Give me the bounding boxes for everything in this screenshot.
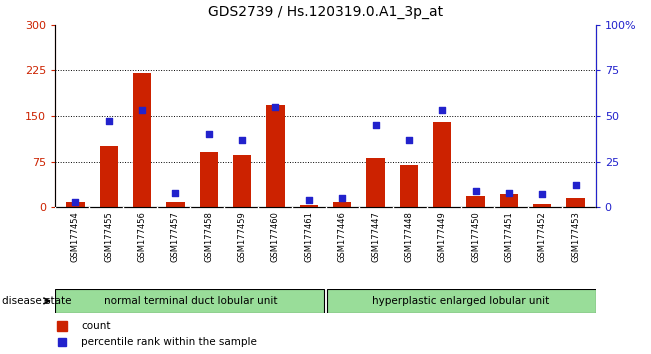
Bar	[233, 155, 251, 207]
Point	[104, 119, 114, 124]
Text: percentile rank within the sample: percentile rank within the sample	[81, 337, 257, 347]
Bar	[327, 289, 596, 313]
Bar	[299, 205, 318, 207]
Text: GSM177454: GSM177454	[71, 211, 80, 262]
Bar	[466, 196, 485, 207]
Bar	[333, 202, 352, 207]
Text: GSM177455: GSM177455	[104, 211, 113, 262]
Text: GSM177459: GSM177459	[238, 211, 247, 262]
Text: GSM177458: GSM177458	[204, 211, 214, 262]
Text: GSM177451: GSM177451	[505, 211, 514, 262]
Bar	[533, 204, 551, 207]
Text: GSM177461: GSM177461	[304, 211, 313, 262]
Text: GSM177449: GSM177449	[437, 211, 447, 262]
Text: GSM177452: GSM177452	[538, 211, 547, 262]
Bar	[100, 146, 118, 207]
Bar	[166, 202, 185, 207]
Bar	[566, 198, 585, 207]
Point	[570, 182, 581, 188]
Text: hyperplastic enlarged lobular unit: hyperplastic enlarged lobular unit	[372, 296, 549, 306]
Point	[504, 190, 514, 195]
Point	[471, 188, 481, 194]
Text: normal terminal duct lobular unit: normal terminal duct lobular unit	[104, 296, 277, 306]
Text: count: count	[81, 321, 111, 331]
Bar	[200, 152, 218, 207]
Point	[204, 131, 214, 137]
Point	[370, 122, 381, 128]
Text: GSM177456: GSM177456	[137, 211, 146, 262]
Point	[270, 104, 281, 110]
Bar	[367, 159, 385, 207]
Text: GSM177453: GSM177453	[571, 211, 580, 262]
Bar	[400, 165, 418, 207]
Point	[303, 197, 314, 202]
Bar	[66, 202, 85, 207]
Bar	[133, 73, 151, 207]
Point	[404, 137, 414, 142]
Text: GSM177457: GSM177457	[171, 211, 180, 262]
Bar	[266, 105, 284, 207]
Text: GSM177447: GSM177447	[371, 211, 380, 262]
Point	[337, 195, 348, 201]
Bar	[55, 289, 324, 313]
Text: disease state: disease state	[2, 296, 72, 306]
Point	[237, 137, 247, 142]
Bar	[500, 194, 518, 207]
Point	[437, 108, 447, 113]
Text: GSM177460: GSM177460	[271, 211, 280, 262]
Point	[137, 108, 147, 113]
Point	[537, 192, 547, 197]
Point	[170, 190, 180, 195]
Text: GSM177446: GSM177446	[338, 211, 347, 262]
Text: GDS2739 / Hs.120319.0.A1_3p_at: GDS2739 / Hs.120319.0.A1_3p_at	[208, 5, 443, 19]
Text: GSM177448: GSM177448	[404, 211, 413, 262]
Point	[70, 199, 81, 205]
Text: GSM177450: GSM177450	[471, 211, 480, 262]
Bar	[433, 122, 451, 207]
